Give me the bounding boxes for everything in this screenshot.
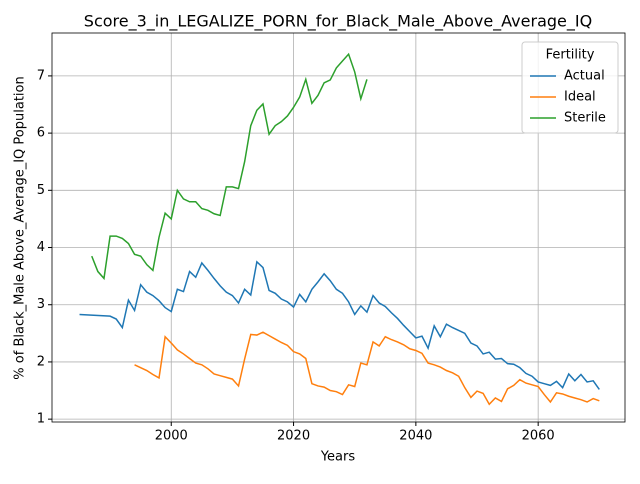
legend-label: Ideal (564, 90, 596, 105)
lines (79, 52, 600, 406)
y-tick-label: 3 (37, 297, 45, 312)
legend-box (521, 41, 619, 134)
y-axis-label: % of Black_Male Above_Average_IQ Populat… (13, 76, 28, 379)
legend-label: Actual (564, 69, 605, 84)
y-tick-label: 2 (37, 354, 45, 369)
x-tick-label: 2020 (277, 429, 310, 444)
legend-label: Sterile (564, 111, 606, 126)
y-tick-label: 6 (37, 126, 45, 141)
plot-frame (51, 32, 626, 423)
y-tick-label: 5 (37, 183, 45, 198)
legend: Fertility Actual Ideal Sterile (521, 41, 619, 134)
y-tick-label: 4 (37, 240, 45, 255)
y-tick-label: 1 (37, 412, 45, 427)
x-tick-label: 2000 (155, 429, 188, 444)
series-line (91, 52, 368, 281)
series-line (134, 331, 600, 406)
x-tick-label: 2060 (522, 429, 555, 444)
chart-title: Score_3_in_LEGALIZE_PORN_for_Black_Male_… (84, 12, 592, 32)
x-tick-label: 2040 (399, 429, 432, 444)
y-tick-label: 7 (37, 68, 45, 83)
x-axis-label: Years (320, 450, 356, 465)
legend-title: Fertility (546, 48, 595, 63)
series-line (79, 260, 600, 390)
